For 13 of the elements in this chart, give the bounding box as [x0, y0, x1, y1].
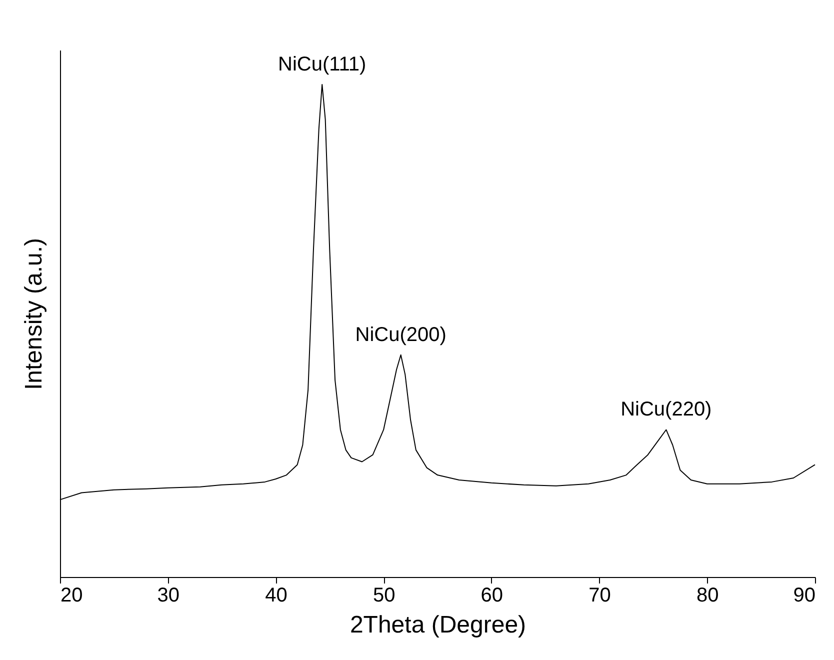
x-tick-label: 80 — [696, 584, 719, 606]
x-tick-label: 30 — [157, 584, 180, 606]
x-tick-label: 50 — [372, 584, 396, 606]
x-tick-label: 90 — [793, 584, 816, 606]
annotation: NiCu(200) — [355, 324, 446, 346]
annotation: NiCu(220) — [620, 398, 712, 421]
y-axis-title: Intensity (a.u.) — [20, 238, 48, 390]
annotation: NiCu(111) — [278, 53, 366, 76]
x-axis-title: 2Theta (Degree) — [350, 612, 526, 638]
x-tick-label: 40 — [265, 584, 288, 606]
x-tick-label: 70 — [588, 584, 611, 606]
x-tick-label: 60 — [480, 584, 504, 606]
x-tick-label: 20 — [60, 584, 83, 606]
